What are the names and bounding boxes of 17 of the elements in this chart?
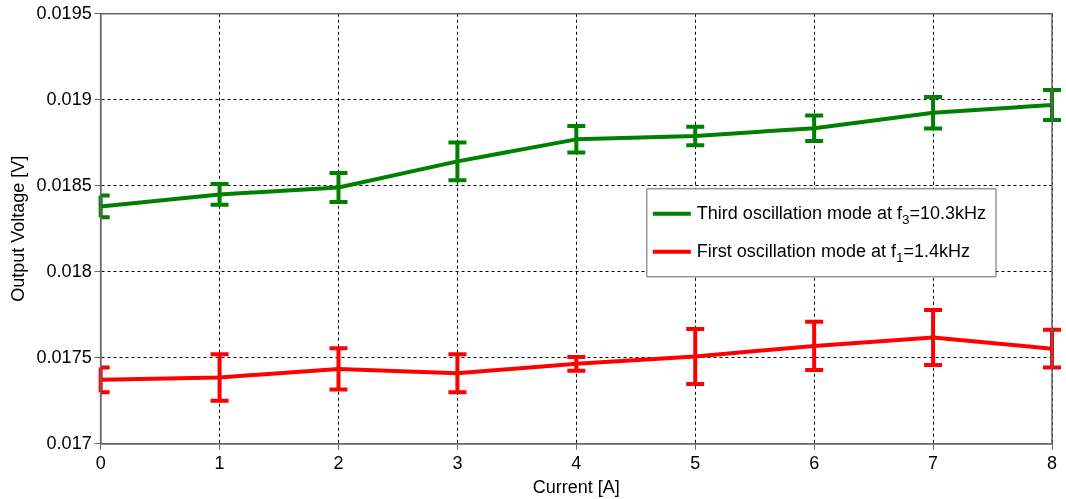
y-tick-label: 0.019	[46, 88, 92, 109]
x-tick-label: 5	[690, 452, 701, 473]
x-tick-label: 0	[95, 452, 106, 473]
x-tick-label: 7	[928, 452, 939, 473]
x-tick-label: 4	[571, 452, 582, 473]
y-tick-label: 0.017	[46, 432, 92, 453]
y-tick-label: 0.018	[46, 260, 92, 281]
y-axis-title: Output Voltage [V]	[7, 155, 28, 302]
x-tick-label: 6	[809, 452, 820, 473]
x-axis-title: Current [A]	[532, 477, 620, 498]
x-tick-label: 8	[1046, 452, 1058, 473]
x-tick-label: 1	[214, 452, 225, 473]
x-tick-label: 2	[333, 452, 344, 473]
x-tick-label: 3	[452, 452, 463, 473]
y-tick-label: 0.0195	[36, 2, 92, 23]
y-tick-label: 0.0185	[36, 174, 92, 195]
y-tick-label: 0.0175	[36, 346, 92, 367]
